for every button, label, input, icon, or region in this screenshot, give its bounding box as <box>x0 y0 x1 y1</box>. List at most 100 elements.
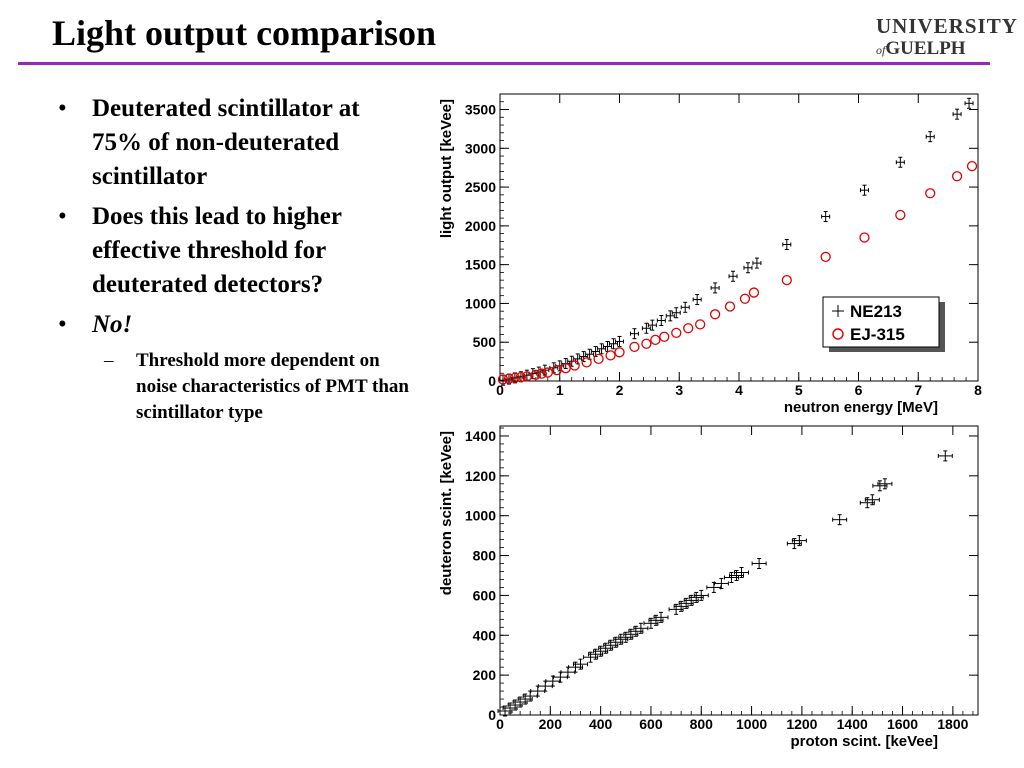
data-point <box>537 680 553 692</box>
data-point <box>659 331 670 342</box>
y-axis-label: light output [keVee] <box>438 99 455 238</box>
x-axis-label: neutron energy [MeV] <box>784 399 938 416</box>
logo-line-1: UNIVERSITY <box>876 14 1018 38</box>
data-point <box>605 350 616 361</box>
data-point <box>609 338 619 350</box>
data-point <box>629 341 640 353</box>
data-point <box>593 645 609 657</box>
y-tick-label: 500 <box>473 334 497 350</box>
data-point <box>964 97 974 109</box>
y-tick-label: 2000 <box>465 218 496 234</box>
data-point <box>748 287 760 298</box>
data-point <box>966 160 978 172</box>
data-point <box>951 171 963 182</box>
data-point <box>895 156 905 168</box>
data-point <box>832 514 848 526</box>
bullet-text: Does this lead to higher effective thres… <box>92 203 342 298</box>
logo-line-2: ofGUELPH <box>876 38 966 60</box>
data-point <box>633 622 649 634</box>
legend-box <box>822 296 940 348</box>
data-point <box>569 360 580 371</box>
data-point <box>724 301 736 312</box>
bullet-dot-icon: • <box>58 203 67 230</box>
y-tick-label: 2500 <box>465 179 496 195</box>
y-tick-label: 400 <box>473 627 497 643</box>
data-point <box>782 238 792 250</box>
data-point <box>647 319 657 331</box>
bullet-dot-icon: • <box>58 95 67 122</box>
data-point <box>937 450 953 462</box>
x-tick-label: 1200 <box>786 716 817 732</box>
y-tick-label: 600 <box>473 587 497 603</box>
bullet-item: • Does this lead to higher effective thre… <box>54 200 414 302</box>
y-tick-label: 800 <box>473 548 497 564</box>
x-tick-label: 5 <box>795 382 803 398</box>
legend: NE213 EJ-315 <box>822 296 945 352</box>
data-point <box>925 188 936 199</box>
data-point <box>641 322 651 334</box>
bullet-text: No! <box>92 311 133 338</box>
data-point <box>530 369 541 380</box>
x-tick-label: 3 <box>675 382 683 398</box>
data-point <box>752 257 762 269</box>
data-point <box>650 334 661 346</box>
x-tick-label: 2 <box>616 382 624 398</box>
x-tick-label: 200 <box>539 716 563 732</box>
bullet-list: • Deuterated scintillator at 75% of non-d… <box>54 92 414 426</box>
data-point <box>743 262 753 274</box>
data-point <box>877 478 893 490</box>
data-point <box>683 323 694 334</box>
bullet-item: • No! <box>54 308 414 342</box>
data-point <box>615 335 624 347</box>
y-tick-label: 200 <box>473 667 497 683</box>
data-point <box>671 307 681 319</box>
data-point <box>864 494 880 506</box>
data-point <box>597 343 607 355</box>
data-point <box>713 577 729 589</box>
legend-marker-ej315 <box>832 328 844 340</box>
x-axis-label: proton scint. [keVee] <box>790 733 938 750</box>
data-point <box>641 338 652 349</box>
data-point <box>653 611 669 623</box>
data-point <box>549 362 559 374</box>
data-point <box>536 368 547 379</box>
slide-title: Light output comparison <box>52 13 437 53</box>
data-point <box>503 373 515 384</box>
data-point <box>781 275 792 286</box>
x-tick-label: 1600 <box>887 716 918 732</box>
data-point <box>665 310 675 322</box>
data-point <box>706 581 722 593</box>
data-point <box>739 293 751 304</box>
data-point <box>671 327 682 339</box>
logo-line-2-text: GUELPH <box>885 38 966 59</box>
y-tick-label: 3500 <box>465 102 496 118</box>
data-point <box>751 558 767 570</box>
x-tick-label: 400 <box>589 716 613 732</box>
data-point <box>515 371 527 383</box>
x-tick-label: 6 <box>855 382 863 398</box>
data-point <box>593 353 604 365</box>
dash-icon: – <box>104 350 114 371</box>
data-point <box>791 535 807 547</box>
data-point <box>614 347 625 358</box>
bullet-item: • Deuterated scintillator at 75% of non-d… <box>54 92 414 194</box>
x-tick-label: 8 <box>974 382 982 398</box>
legend-marker-ne213 <box>832 305 844 317</box>
data-point <box>573 658 589 670</box>
data-point <box>710 282 720 294</box>
light-output-chart: 0 1 2 3 4 5 6 7 8 0 500 1000 1500 2000 2500 3000 3500 neu… <box>438 93 982 416</box>
data-point <box>579 351 589 363</box>
data-point <box>692 294 702 306</box>
y-tick-label: 1000 <box>465 508 496 524</box>
sub-bullet-item: – Threshold more dependent on noise chara… <box>54 348 414 426</box>
data-point <box>820 251 831 263</box>
data-point <box>581 357 592 368</box>
title-divider <box>18 62 990 65</box>
x-tick-label: 1800 <box>937 716 968 732</box>
data-point <box>728 270 738 282</box>
x-tick-label: 800 <box>690 716 714 732</box>
legend-label-ne213: NE213 <box>850 302 902 321</box>
data-point <box>859 232 870 243</box>
x-tick-label: 0 <box>496 382 504 398</box>
x-tick-label: 4 <box>735 382 743 398</box>
